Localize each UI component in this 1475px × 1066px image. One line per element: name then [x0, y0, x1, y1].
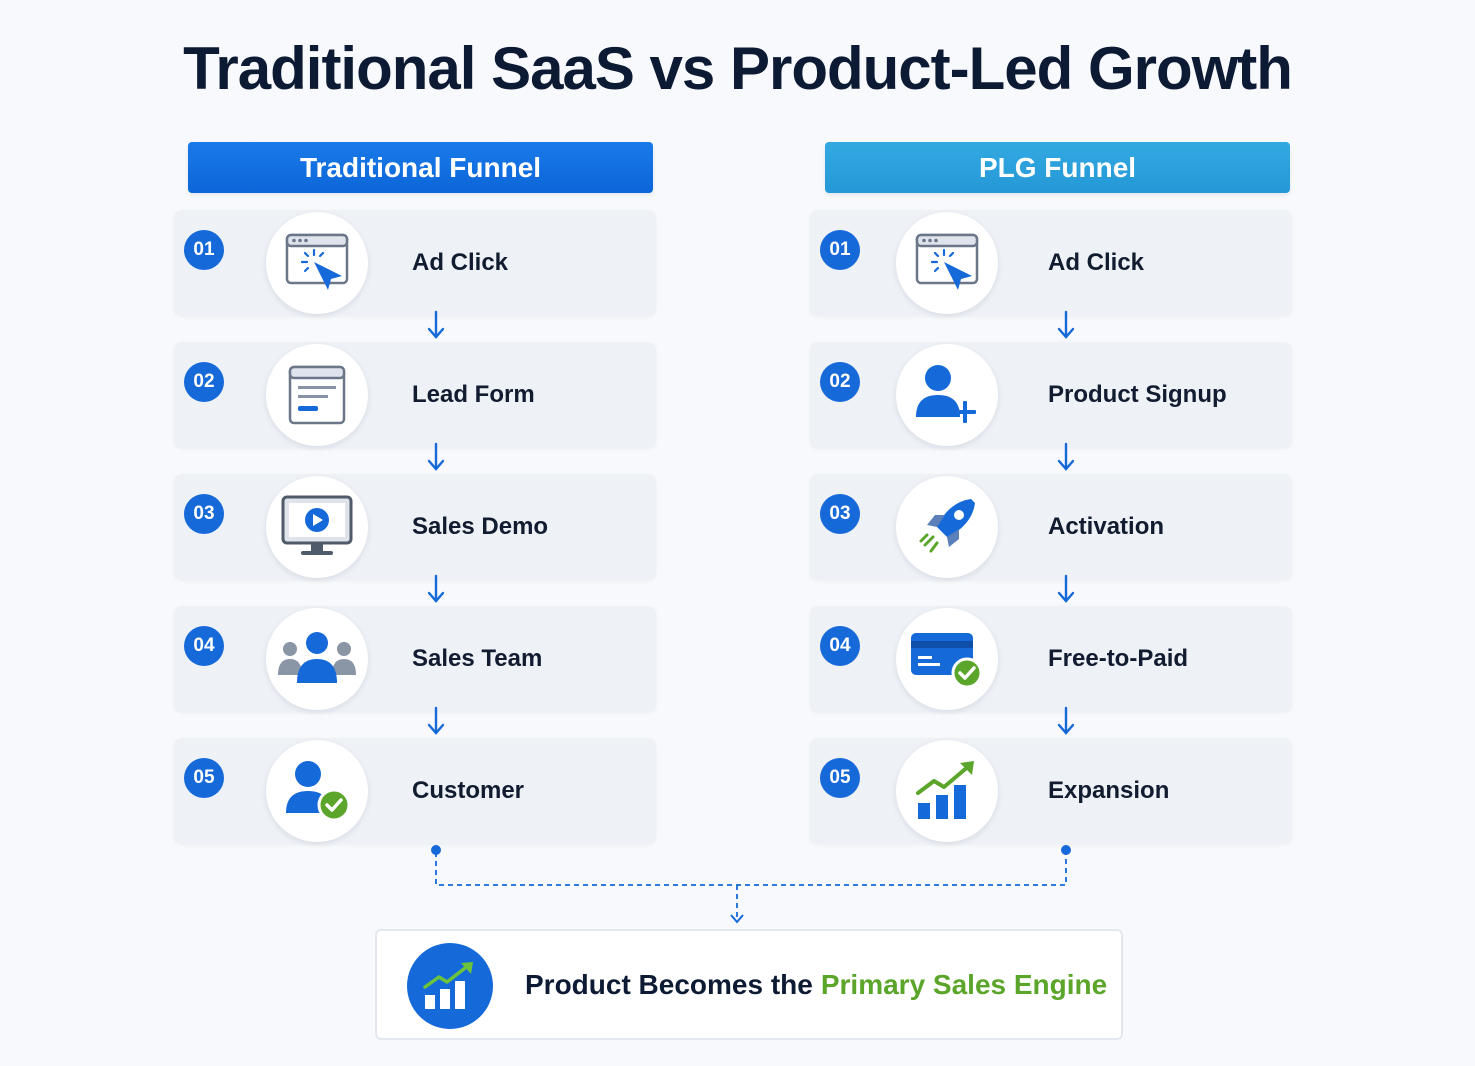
step-number-badge: 02	[820, 362, 860, 402]
step-label: Ad Click	[412, 249, 509, 276]
step-number-badge: 01	[184, 230, 224, 270]
group-users-icon	[266, 608, 368, 710]
step-number-badge: 01	[820, 230, 860, 270]
merge-connector	[435, 852, 1067, 920]
monitor-play-icon	[266, 476, 368, 578]
plg-step-1: 01 Ad Click	[810, 210, 1292, 316]
traditional-step-3: 03 Sales Demo	[174, 474, 656, 580]
page-title: Traditional SaaS vs Product-Led Growth	[183, 35, 1293, 102]
traditional-step-4: 04 Sales Team	[174, 606, 656, 712]
step-number-badge: 02	[184, 362, 224, 402]
rocket-icon	[896, 476, 998, 578]
user-add-icon	[896, 344, 998, 446]
plg-step-5: 05 Expansion	[810, 738, 1292, 844]
step-number-badge: 05	[820, 758, 860, 798]
plg-step-3: 03 Activation	[810, 474, 1292, 580]
traditional-step-1: 01 Ad Click	[174, 210, 656, 316]
step-number-badge: 05	[184, 758, 224, 798]
growth-chart-icon	[896, 740, 998, 842]
step-label: Lead Form	[412, 381, 535, 408]
result-text-highlight: Primary Sales Engine	[820, 968, 1108, 1000]
traditional-step-2: 02 Lead Form	[174, 342, 656, 448]
step-number-badge: 03	[184, 494, 224, 534]
step-label: Activation	[1048, 513, 1165, 540]
step-number-badge: 04	[184, 626, 224, 666]
form-document-icon	[266, 344, 368, 446]
step-label: Sales Demo	[412, 513, 549, 540]
growth-chart-icon	[407, 943, 493, 1029]
browser-click-icon	[266, 212, 368, 314]
step-label: Free-to-Paid	[1048, 645, 1189, 672]
result-text: Product Becomes the Primary Sales Engine	[525, 931, 1107, 1038]
step-label: Customer	[412, 777, 525, 804]
step-label: Product Signup	[1048, 381, 1227, 408]
result-text-main: Product Becomes the	[525, 968, 813, 1000]
step-label: Expansion	[1048, 777, 1170, 804]
step-number-badge: 03	[820, 494, 860, 534]
plg-step-2: 02 Product Signup	[810, 342, 1292, 448]
traditional-funnel-header: Traditional Funnel	[188, 142, 653, 193]
plg-step-4: 04 Free-to-Paid	[810, 606, 1292, 712]
browser-click-icon	[896, 212, 998, 314]
step-label: Ad Click	[1048, 249, 1145, 276]
credit-card-check-icon	[896, 608, 998, 710]
step-number-badge: 04	[820, 626, 860, 666]
traditional-step-5: 05 Customer	[174, 738, 656, 844]
step-label: Sales Team	[412, 645, 543, 672]
result-callout: Product Becomes the Primary Sales Engine	[375, 929, 1123, 1040]
user-check-icon	[266, 740, 368, 842]
plg-funnel-header: PLG Funnel	[825, 142, 1290, 193]
